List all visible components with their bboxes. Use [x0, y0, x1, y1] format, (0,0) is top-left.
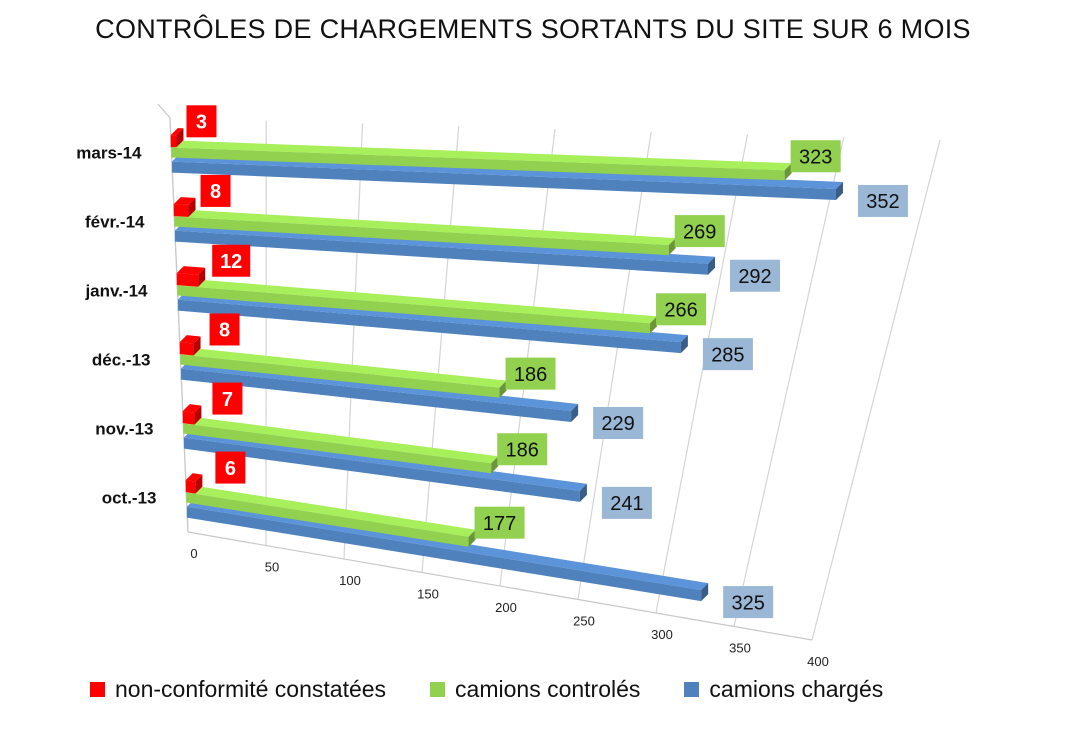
grid-line	[733, 137, 845, 627]
data-label-non-conformite: 6	[215, 451, 246, 484]
bar-camions-controles	[177, 278, 658, 334]
category-label: déc.-13	[92, 351, 151, 370]
data-label-text: 266	[664, 300, 697, 322]
category-label: oct.-13	[102, 489, 157, 508]
chart-bars	[170, 128, 843, 602]
bar-camions-controles	[180, 347, 507, 398]
data-label-text: 186	[514, 364, 547, 386]
data-label-text: 292	[738, 266, 771, 288]
data-labels: 352 323 3 292 269 8 285 266 12 229 186 8 241 186 7 325 1…	[186, 105, 908, 619]
data-label-controles: 186	[497, 433, 548, 466]
data-label-text: 285	[711, 344, 744, 366]
grid-lines	[169, 117, 941, 641]
legend-swatch-green	[430, 682, 446, 697]
x-tick-label: 250	[573, 614, 595, 629]
x-tick-label: 400	[807, 654, 829, 669]
legend-item-non-conformite: non-conformité constatées	[90, 676, 386, 703]
bar-non-conformite	[173, 197, 196, 217]
data-label-non-conformite: 8	[209, 313, 240, 346]
bar-non-conformite	[182, 404, 202, 425]
data-label-controles: 323	[790, 140, 841, 173]
bar-non-conformite	[170, 128, 184, 148]
data-label-text: 8	[219, 320, 230, 342]
legend-item-camions-charges: camions chargés	[684, 676, 883, 703]
data-label-text: 8	[210, 181, 221, 203]
data-label-text: 352	[866, 191, 899, 213]
data-label-text: 229	[601, 413, 634, 435]
category-label: janv.-14	[84, 282, 148, 301]
grid-line	[343, 123, 364, 560]
legend-swatch-blue	[684, 682, 700, 697]
data-label-text: 7	[222, 389, 233, 411]
data-label-text: 177	[483, 513, 516, 535]
data-label-text: 6	[225, 458, 236, 480]
data-label-text: 186	[506, 439, 539, 461]
data-label-non-conformite: 3	[186, 105, 217, 138]
data-label-controles: 186	[505, 357, 556, 390]
data-label-text: 325	[731, 592, 764, 614]
x-tick-label: 350	[729, 641, 751, 656]
data-label-controles: 269	[674, 215, 725, 248]
grid-line	[811, 139, 941, 641]
data-label-charges: 229	[593, 407, 644, 440]
bar-camions-controles	[174, 209, 676, 256]
data-label-charges: 352	[857, 184, 908, 217]
x-tick-label: 0	[190, 546, 197, 561]
bar-camions-controles	[183, 416, 499, 474]
data-label-non-conformite: 8	[200, 174, 231, 207]
left-wall	[157, 103, 189, 533]
x-tick-label: 100	[339, 573, 361, 588]
bar-camions-controles	[186, 485, 476, 547]
data-label-controles: 177	[474, 506, 525, 539]
data-label-charges: 241	[601, 486, 652, 519]
data-label-text: 3	[196, 112, 207, 134]
category-labels: mars-14 févr.-14 janv.-14 déc.-13 nov.-13 oct…	[76, 144, 156, 508]
legend-label: camions chargés	[709, 676, 884, 702]
x-tick-label: 150	[417, 587, 439, 602]
x-tick-label: 300	[651, 627, 673, 642]
legend-item-camions-controles: camions controlés	[430, 676, 640, 703]
data-label-non-conformite: 7	[212, 382, 243, 415]
data-label-non-conformite: 12	[212, 244, 251, 277]
bar-non-conformite	[179, 335, 201, 356]
grid-line	[655, 134, 749, 614]
category-label: nov.-13	[95, 420, 153, 439]
data-label-charges: 325	[723, 586, 774, 619]
bar-non-conformite	[176, 266, 206, 287]
legend-label: camions controlés	[455, 676, 641, 702]
data-label-text: 269	[683, 221, 716, 243]
x-tick-labels: 0 50 100 150 200 250 300 350 400	[190, 546, 828, 669]
x-tick-label: 50	[265, 560, 279, 575]
x-tick-label: 200	[495, 600, 517, 615]
data-label-charges: 285	[702, 338, 753, 371]
grid-line	[577, 131, 652, 600]
chart-title: CONTRÔLES DE CHARGEMENTS SORTANTS DU SIT…	[95, 14, 971, 44]
bar-camions-controles	[171, 140, 792, 181]
category-label: févr.-14	[85, 213, 145, 232]
floor-front-edge	[187, 531, 813, 641]
data-label-charges: 292	[730, 259, 781, 292]
category-label: mars-14	[76, 144, 142, 163]
data-label-controles: 266	[656, 293, 707, 326]
data-label-text: 12	[220, 251, 242, 273]
legend-swatch-red	[90, 682, 105, 697]
data-label-text: 323	[799, 146, 832, 168]
legend: non-conformité constatées camions contro…	[90, 676, 990, 703]
data-label-text: 241	[610, 493, 643, 515]
grid-line	[421, 126, 460, 573]
bar-non-conformite	[185, 473, 203, 494]
legend-label: non-conformité constatées	[115, 676, 387, 702]
chart-walls	[157, 103, 813, 641]
